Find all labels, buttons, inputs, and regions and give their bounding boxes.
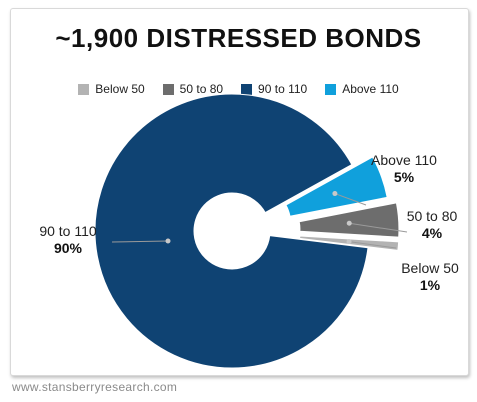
legend-swatch-below-50 <box>78 83 90 95</box>
slice-value-label-above-110: 5% <box>394 169 415 185</box>
legend-item-90-to-110: 90 to 110 <box>241 82 307 96</box>
legend-item-50-to-80: 50 to 80 <box>162 82 224 96</box>
leader-line-90-to-110 <box>111 240 169 243</box>
legend-swatch-90-to-110 <box>241 83 253 95</box>
pie-slice-50-to-80 <box>298 202 400 238</box>
leader-line-below-50 <box>348 241 397 249</box>
pie-slice-90-to-110 <box>94 93 369 369</box>
leader-line-50-to-80 <box>349 222 408 233</box>
legend: Below 50 50 to 80 90 to 110 Above 110 <box>0 82 477 96</box>
legend-item-below-50: Below 50 <box>78 82 145 96</box>
footer-url: www.stansberryresearch.com <box>12 380 178 394</box>
legend-label-50-to-80: 50 to 80 <box>179 82 224 96</box>
slice-value-label-90-to-110: 90% <box>54 240 83 256</box>
slice-value-label-50-to-80: 4% <box>422 225 443 241</box>
legend-label-below-50: Below 50 <box>95 82 145 96</box>
legend-swatch-50-to-80 <box>162 83 174 95</box>
slice-value-label-below-50: 1% <box>420 277 441 293</box>
pie-slice-above-110 <box>285 156 388 217</box>
slice-label-90-to-110: 90 to 110 <box>39 223 97 239</box>
legend-label-above-110: Above 110 <box>342 82 399 96</box>
slice-label-below-50: Below 50 <box>401 260 459 276</box>
chart-title: ~1,900 DISTRESSED BONDS <box>55 23 422 53</box>
slice-label-50-to-80: 50 to 80 <box>407 208 458 224</box>
leader-dot-90-to-110 <box>165 238 171 244</box>
leader-line-above-110 <box>334 193 367 206</box>
legend-item-above-110: Above 110 <box>325 82 399 96</box>
legend-swatch-above-110 <box>325 83 337 95</box>
legend-label-90-to-110: 90 to 110 <box>258 82 308 96</box>
slice-label-above-110: Above 110 <box>371 152 437 168</box>
leader-dot-below-50 <box>346 239 352 245</box>
leader-dot-above-110 <box>332 191 338 197</box>
leader-dot-50-to-80 <box>346 220 352 226</box>
